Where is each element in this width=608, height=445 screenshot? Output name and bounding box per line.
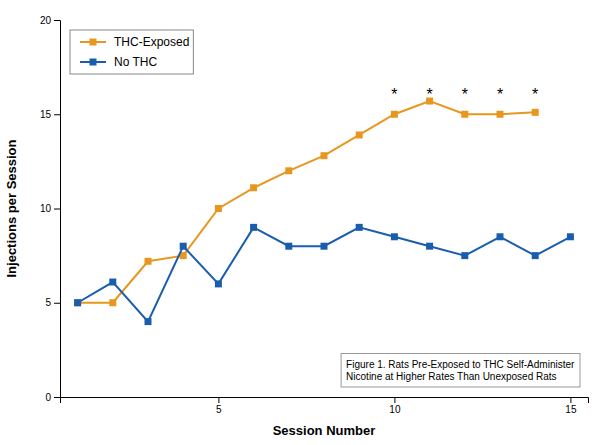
legend-swatch-marker (90, 59, 97, 66)
significance-marker: * (462, 86, 468, 103)
series-point (497, 233, 504, 240)
y-axis-tick: 15 (40, 109, 60, 120)
legend-item: No THC (80, 55, 157, 69)
series-point (250, 224, 257, 231)
significance-marker: * (426, 86, 432, 103)
series-point (109, 299, 116, 306)
x-axis-line (61, 398, 589, 404)
caption-box: Figure 1. Rats Pre-Exposed to THC Self-A… (341, 354, 580, 388)
legend-frame (70, 30, 193, 74)
series-point (74, 299, 81, 306)
chart: 5 10 15 0 5 10 15 20 * * * * * Figure 1. Rats Pre-Exp… (0, 0, 608, 445)
series-point (356, 131, 363, 138)
significance-marker: * (391, 86, 397, 103)
y-axis: 0 5 10 15 20 (40, 15, 61, 403)
series-line (78, 227, 571, 321)
caption-frame (341, 354, 580, 388)
legend: THC-Exposed No THC (70, 30, 193, 74)
x-axis-tick-mark (394, 397, 395, 403)
series-point (145, 258, 152, 265)
plot: 5 10 15 0 5 10 15 20 * * * * * Figure 1. Rats Pre-Exp… (40, 15, 589, 415)
series-point (497, 111, 504, 118)
series-point (180, 243, 187, 250)
y-axis-tick: 0 (45, 392, 60, 403)
marks (74, 98, 574, 326)
legend-item: THC-Exposed (80, 35, 189, 49)
y-axis-tick-mark (54, 303, 60, 304)
y-axis-tick-mark (54, 20, 60, 21)
annotations: * * * * * Figure 1. Rats Pre-Exposed to THC S… (341, 86, 580, 387)
series-point (285, 243, 292, 250)
y-axis-tick: 10 (40, 203, 60, 214)
y-axis-tick-mark (54, 114, 60, 115)
x-axis-tick-mark (570, 397, 571, 403)
y-axis-tick: 20 (40, 15, 60, 26)
x-axis-tick-label: 5 (216, 404, 222, 415)
series-point (215, 205, 222, 212)
series-point (391, 233, 398, 240)
x-axis-tick: 10 (389, 397, 401, 415)
legend-label: No THC (114, 55, 157, 69)
series-line (78, 101, 536, 303)
series-point (285, 167, 292, 174)
y-axis-title: Injections per Session (4, 139, 19, 277)
series-point (145, 318, 152, 325)
series-point (74, 299, 81, 306)
significance-marker: * (532, 86, 538, 103)
x-axis-tick-label: 15 (565, 404, 577, 415)
series-point (356, 224, 363, 231)
y-axis-tick-mark (54, 209, 60, 210)
x-axis-tick: 5 (216, 397, 222, 415)
y-axis-tick-label: 10 (40, 203, 52, 214)
series-point (426, 243, 433, 250)
caption: Figure 1. Rats Pre-Exposed to THC Self-A… (346, 359, 575, 383)
series-point (532, 252, 539, 259)
y-axis-tick-mark (54, 397, 60, 398)
y-axis-line (54, 21, 61, 398)
legend-swatch-marker (90, 39, 97, 46)
series-point (391, 111, 398, 118)
x-axis-title: Session Number (273, 423, 376, 438)
series-point (215, 280, 222, 287)
series-point (321, 243, 328, 250)
legend-label: THC-Exposed (114, 35, 189, 49)
y-axis-tick-label: 5 (45, 297, 51, 308)
x-axis: 5 10 15 (61, 397, 589, 415)
series-point (109, 279, 116, 286)
series-point (321, 152, 328, 159)
x-axis-tick: 15 (565, 397, 577, 415)
x-axis-tick-mark (218, 397, 219, 403)
series-point (567, 233, 574, 240)
y-axis-tick-label: 15 (40, 109, 52, 120)
y-axis-tick-label: 0 (45, 392, 51, 403)
series-point (461, 252, 468, 259)
series-point (250, 184, 257, 191)
significance-marker: * (497, 86, 503, 103)
series-point (532, 109, 539, 116)
series-point (461, 111, 468, 118)
x-axis-tick-label: 10 (389, 404, 401, 415)
y-axis-tick: 5 (45, 297, 60, 308)
y-axis-tick-label: 20 (40, 15, 52, 26)
